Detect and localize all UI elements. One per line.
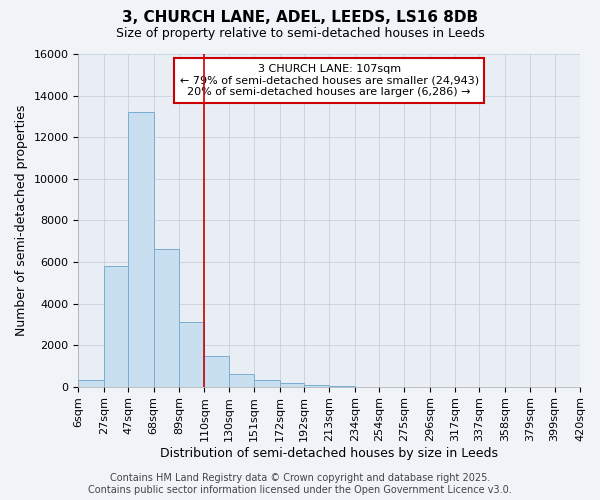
Text: 3, CHURCH LANE, ADEL, LEEDS, LS16 8DB: 3, CHURCH LANE, ADEL, LEEDS, LS16 8DB <box>122 10 478 25</box>
X-axis label: Distribution of semi-detached houses by size in Leeds: Distribution of semi-detached houses by … <box>160 447 498 460</box>
Bar <box>229 374 254 386</box>
Bar <box>179 322 205 386</box>
Bar <box>254 380 280 386</box>
Text: Contains HM Land Registry data © Crown copyright and database right 2025.
Contai: Contains HM Land Registry data © Crown c… <box>88 474 512 495</box>
Y-axis label: Number of semi-detached properties: Number of semi-detached properties <box>15 104 28 336</box>
Bar <box>104 266 128 386</box>
Bar <box>304 384 329 386</box>
Text: Size of property relative to semi-detached houses in Leeds: Size of property relative to semi-detach… <box>116 28 484 40</box>
Bar <box>128 112 154 386</box>
Bar <box>280 382 304 386</box>
Bar <box>154 250 179 386</box>
Bar <box>205 356 229 386</box>
Text: 3 CHURCH LANE: 107sqm
← 79% of semi-detached houses are smaller (24,943)
20% of : 3 CHURCH LANE: 107sqm ← 79% of semi-deta… <box>179 64 479 97</box>
Bar <box>79 380 104 386</box>
